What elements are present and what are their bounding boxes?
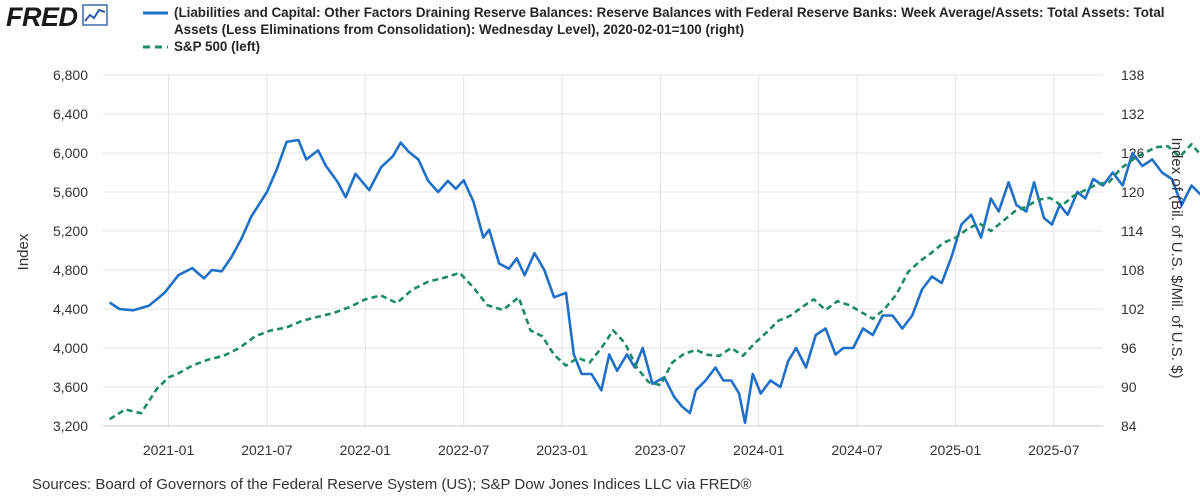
x-axis-ticks: 2021-01 2021-07 2022-01 2022-07 2023-01 2023-…	[143, 442, 1080, 458]
y-right-tick-label: 90	[1121, 379, 1137, 395]
y-axis-right-label: Index of (Bil. of U.S. $/Mil. of U.S. $)	[1168, 138, 1185, 379]
chart-header: FRED (Liabilities and Capital: Other Fac…	[0, 0, 1200, 68]
y-left-tick-label: 3,200	[53, 418, 88, 434]
series-line-sp500[interactable]	[108, 91, 1200, 421]
logo-text: FRED	[6, 2, 78, 32]
y-left-tick-label: 4,800	[53, 262, 88, 278]
y-right-tick-label: 120	[1121, 184, 1145, 200]
y-left-tick-label: 6,400	[53, 106, 88, 122]
x-tick-label: 2022-07	[438, 442, 490, 458]
y-right-tick-label: 114	[1121, 223, 1144, 239]
x-tick-label: 2023-01	[536, 442, 588, 458]
x-tick-label: 2025-07	[1028, 442, 1080, 458]
y-left-tick-label: 4,400	[53, 301, 88, 317]
series-line-reserve-ratio[interactable]	[108, 137, 1200, 425]
legend-swatch-dashed	[140, 38, 172, 55]
y-right-tick-label: 108	[1121, 262, 1145, 278]
series-lines	[108, 91, 1200, 425]
chart-legend: (Liabilities and Capital: Other Factors …	[140, 4, 1196, 55]
legend-swatch-solid	[140, 4, 172, 21]
y-left-tick-label: 3,600	[53, 379, 88, 395]
x-tick-label: 2024-07	[831, 442, 883, 458]
legend-label-reserve-ratio: (Liabilities and Capital: Other Factors …	[174, 5, 1165, 37]
fred-logo[interactable]: FRED	[6, 2, 108, 33]
trend-line-icon	[81, 4, 108, 31]
y-axis-left-label: Index	[15, 233, 32, 270]
x-tick-label: 2024-01	[733, 442, 785, 458]
y-left-tick-label: 6,800	[53, 67, 88, 83]
legend-entry-sp500[interactable]: S&P 500 (left)	[140, 38, 1196, 55]
x-tick-label: 2025-01	[930, 442, 982, 458]
y-right-tick-label: 84	[1121, 418, 1137, 434]
y-left-tick-label: 5,600	[53, 184, 88, 200]
y-left-tick-label: 4,000	[53, 340, 88, 356]
x-tick-label: 2022-01	[340, 442, 392, 458]
y-left-tick-label: 5,200	[53, 223, 88, 239]
x-tick-label: 2021-07	[241, 442, 293, 458]
legend-label-sp500: S&P 500 (left)	[174, 39, 261, 54]
y-right-tick-label: 102	[1121, 301, 1145, 317]
y-right-tick-label: 138	[1121, 67, 1145, 83]
gridlines	[103, 74, 1103, 427]
y-axis-left-ticks: 6,800 6,400 6,000 5,600 5,200 4,800 4,400 4,000…	[53, 67, 88, 434]
y-right-tick-label: 132	[1121, 106, 1145, 122]
y-right-tick-label: 96	[1121, 340, 1137, 356]
y-left-tick-label: 6,000	[53, 145, 88, 161]
legend-entry-reserve-ratio[interactable]: (Liabilities and Capital: Other Factors …	[140, 4, 1196, 38]
chart-area: 6,800 6,400 6,000 5,600 5,200 4,800 4,400 4,000…	[15, 67, 1200, 458]
x-tick-label: 2021-01	[143, 442, 195, 458]
x-tick-label: 2023-07	[635, 442, 687, 458]
source-note: Sources: Board of Governors of the Feder…	[32, 476, 752, 493]
